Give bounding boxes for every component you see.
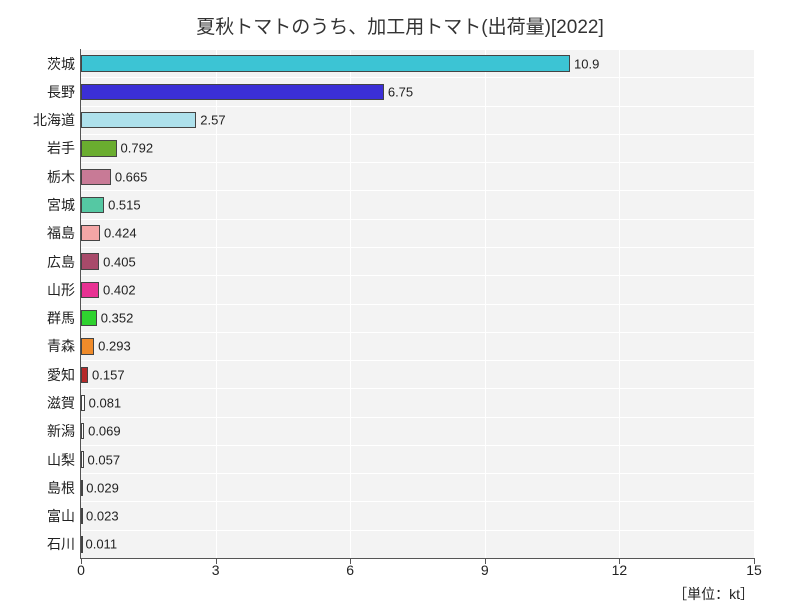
bar-value-label: 0.157	[88, 367, 125, 382]
unit-label: ［単位：kt］	[673, 584, 754, 604]
bar-row: 長野6.75	[81, 77, 754, 105]
bar-value-label: 0.402	[99, 282, 136, 297]
y-category-label: 広島	[47, 252, 81, 272]
bar-row: 愛知0.157	[81, 360, 754, 388]
bar	[81, 169, 111, 185]
bar-row: 群馬0.352	[81, 304, 754, 332]
bar-value-label: 0.057	[84, 452, 121, 467]
bar	[81, 225, 100, 241]
y-category-label: 栃木	[47, 167, 81, 187]
bar	[81, 112, 196, 128]
y-category-label: 群馬	[47, 308, 81, 328]
x-tick-label: 3	[212, 558, 220, 578]
y-category-label: 滋賀	[47, 393, 81, 413]
y-category-label: 新潟	[47, 421, 81, 441]
y-category-label: 山梨	[47, 450, 81, 470]
bar	[81, 253, 99, 269]
bar-row: 島根0.029	[81, 473, 754, 501]
x-tick-label: 15	[746, 558, 762, 578]
y-category-label: 福島	[47, 223, 81, 243]
y-category-label: 富山	[47, 506, 81, 526]
bar-row: 宮城0.515	[81, 190, 754, 218]
y-category-label: 宮城	[47, 195, 81, 215]
bar-value-label: 0.081	[85, 395, 122, 410]
bar-row: 岩手0.792	[81, 134, 754, 162]
bar-row: 石川0.011	[81, 530, 754, 558]
bar-row: 青森0.293	[81, 332, 754, 360]
gridline-v	[754, 49, 755, 558]
bar-value-label: 0.352	[97, 311, 134, 326]
y-category-label: 愛知	[47, 365, 81, 385]
x-tick-label: 9	[481, 558, 489, 578]
chart-title: 夏秋トマトのうち、加工用トマト(出荷量)[2022]	[16, 12, 784, 39]
bar	[81, 367, 88, 383]
bar-row: 新潟0.069	[81, 417, 754, 445]
bar-value-label: 0.011	[81, 537, 117, 552]
bar-value-label: 10.9	[570, 56, 599, 71]
bar-value-label: 0.515	[104, 198, 141, 213]
x-tick-label: 6	[346, 558, 354, 578]
bar-value-label: 0.665	[111, 169, 148, 184]
bar-value-label: 6.75	[384, 84, 413, 99]
y-category-label: 島根	[47, 478, 81, 498]
y-category-label: 茨城	[47, 54, 81, 74]
bar-value-label: 0.029	[82, 480, 119, 495]
bar-value-label: 0.792	[117, 141, 154, 156]
bar-row: 滋賀0.081	[81, 388, 754, 416]
y-category-label: 長野	[47, 82, 81, 102]
bar-row: 山形0.402	[81, 275, 754, 303]
y-category-label: 北海道	[33, 110, 81, 130]
bar-value-label: 0.293	[94, 339, 131, 354]
bar-row: 栃木0.665	[81, 162, 754, 190]
bar	[81, 310, 97, 326]
bar-row: 広島0.405	[81, 247, 754, 275]
bar-value-label: 0.405	[99, 254, 136, 269]
bar-row: 山梨0.057	[81, 445, 754, 473]
bar-value-label: 2.57	[196, 113, 225, 128]
y-category-label: 青森	[47, 336, 81, 356]
bar-value-label: 0.069	[84, 424, 121, 439]
bar-row: 富山0.023	[81, 501, 754, 529]
y-category-label: 石川	[47, 534, 81, 554]
y-category-label: 岩手	[47, 138, 81, 158]
bar-row: 福島0.424	[81, 219, 754, 247]
bar-value-label: 0.424	[100, 226, 137, 241]
chart-container: 夏秋トマトのうち、加工用トマト(出荷量)[2022] ［単位：kt］ 03691…	[0, 0, 800, 600]
bar-row: 茨城10.9	[81, 49, 754, 77]
bar	[81, 140, 117, 156]
bar-value-label: 0.023	[82, 509, 119, 524]
bar	[81, 282, 99, 298]
bar	[81, 197, 104, 213]
bar	[81, 84, 384, 100]
bar	[81, 55, 570, 71]
bar	[81, 338, 94, 354]
y-category-label: 山形	[47, 280, 81, 300]
x-tick-label: 0	[77, 558, 85, 578]
bar-row: 北海道2.57	[81, 106, 754, 134]
plot-area: ［単位：kt］ 03691215茨城10.9長野6.75北海道2.57岩手0.7…	[80, 49, 754, 559]
x-tick-label: 12	[612, 558, 628, 578]
